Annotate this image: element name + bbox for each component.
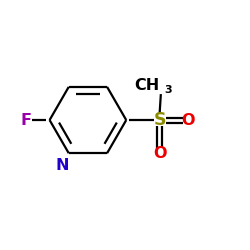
Text: CH: CH	[134, 78, 160, 93]
Text: N: N	[56, 158, 69, 172]
Text: 3: 3	[164, 85, 172, 95]
Text: O: O	[153, 146, 166, 161]
Text: S: S	[153, 111, 166, 129]
Text: O: O	[181, 112, 195, 128]
Text: F: F	[20, 112, 32, 128]
